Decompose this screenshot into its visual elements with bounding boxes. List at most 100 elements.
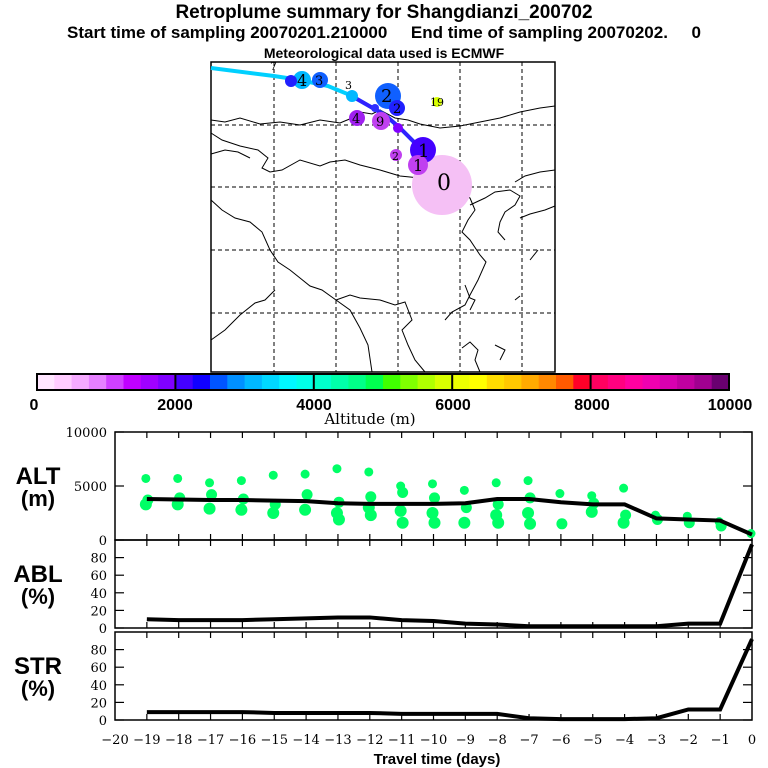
alt-point <box>522 507 535 519</box>
y-tick-label: 0 <box>99 534 107 549</box>
x-tick-label: −15 <box>261 733 288 748</box>
alt-point <box>235 503 248 516</box>
y-tick-label: 10000 <box>66 426 107 441</box>
time-series-panels: 0500010000ALT(m)020406080ABL(%)020406080… <box>13 426 756 748</box>
colorbar-swatch <box>54 374 73 390</box>
y-tick-label: 80 <box>90 552 107 567</box>
colorbar-frame <box>36 373 730 391</box>
x-axis-label: Travel time (days) <box>374 751 501 768</box>
panel-unit-label: (m) <box>21 486 55 511</box>
alt-point <box>617 516 630 529</box>
alt-point <box>141 473 151 483</box>
colorbar-tick: 4000 <box>296 397 332 414</box>
colorbar-swatch <box>331 374 349 390</box>
colorbar-swatch <box>383 374 401 390</box>
alt-point <box>365 491 377 503</box>
alt-point <box>299 503 312 516</box>
panel-label: ALT <box>16 463 61 490</box>
map-marker <box>372 112 390 130</box>
x-tick-label: −7 <box>519 733 538 748</box>
alt-point <box>268 470 278 480</box>
marker-label: 1 <box>413 156 423 175</box>
panel-label: STR <box>14 653 62 680</box>
colorbar-swatch <box>348 374 367 390</box>
panel-unit-label: (%) <box>21 676 55 701</box>
y-tick-label: 40 <box>90 587 107 602</box>
alt-point <box>173 473 183 483</box>
x-tick-label: −3 <box>647 733 666 748</box>
alt-point <box>459 485 469 495</box>
x-tick-label: −19 <box>133 733 160 748</box>
colorbar-swatch <box>434 374 453 390</box>
map-marker <box>412 155 472 215</box>
alt-point <box>300 469 310 479</box>
abl-line <box>146 543 754 629</box>
met-data-line: Meteorological data used is ECMWF <box>263 45 505 61</box>
x-tick-label: −13 <box>324 733 351 748</box>
alt-point <box>428 516 441 529</box>
map-marker <box>393 123 403 133</box>
colorbar-swatch <box>677 374 695 390</box>
colorbar-swatch <box>365 374 384 390</box>
panel-unit-label: (%) <box>21 584 55 609</box>
map-marker <box>285 75 297 87</box>
sampling-time-subtitle: Start time of sampling 20070201.210000 E… <box>66 23 701 42</box>
colorbar-tick: 6000 <box>435 397 471 414</box>
map-marker <box>349 110 365 126</box>
colorbar-swatch <box>296 374 315 390</box>
alt-point <box>203 502 216 515</box>
colorbar-swatch <box>469 374 488 390</box>
alt-point <box>426 507 439 519</box>
colorbar-label: Altitude (m) <box>323 410 415 428</box>
alt-point <box>205 478 215 488</box>
y-tick-label: 40 <box>90 679 107 694</box>
colorbar-swatch <box>192 374 211 390</box>
alt-point <box>492 516 505 529</box>
x-tick-label: −20 <box>101 733 128 748</box>
colorbar-swatch <box>538 374 557 390</box>
colorbar-swatch <box>71 374 90 390</box>
colorbar-swatch <box>279 374 298 390</box>
panel-label: ABL <box>13 561 62 588</box>
alt-point <box>206 489 218 501</box>
x-tick-label: 0 <box>748 733 756 748</box>
colorbar-swatch <box>556 374 574 390</box>
y-tick-label: 5000 <box>74 480 107 495</box>
alt-point <box>556 518 568 530</box>
colorbar-swatch <box>88 374 107 390</box>
marker-label: 4 <box>352 112 360 127</box>
marker-label: 19 <box>430 96 444 109</box>
map-marker <box>371 104 379 112</box>
alt-point <box>619 483 629 493</box>
y-tick-label: 60 <box>90 569 107 584</box>
marker-label: 0 <box>437 171 451 196</box>
colorbar-swatch <box>400 374 419 390</box>
colorbar-swatch <box>521 374 540 390</box>
colorbar-swatch <box>106 374 125 390</box>
colorbar-swatch <box>590 374 609 390</box>
alt-point <box>523 476 533 486</box>
colorbar-tick: 10000 <box>708 397 753 414</box>
colorbar-tick: 8000 <box>574 397 610 414</box>
panel-alt: 0 5000 10000 ALT(m) <box>16 426 756 549</box>
alt-point <box>301 489 313 501</box>
alt-point <box>429 492 440 504</box>
colorbar-swatch <box>452 374 471 390</box>
colorbar-swatch <box>573 374 592 390</box>
alt-point <box>428 479 437 489</box>
marker-label: 3 <box>345 79 352 92</box>
x-tick-label: −16 <box>229 733 256 748</box>
marker-label: 2 <box>392 150 399 163</box>
y-tick-label: 20 <box>90 604 107 619</box>
y-tick-label: 80 <box>90 644 107 659</box>
alt-point <box>139 498 152 511</box>
colorbar-swatch <box>659 374 678 390</box>
colorbar <box>36 373 730 391</box>
colorbar-swatch <box>607 374 626 390</box>
alt-point <box>394 504 407 517</box>
marker-label: 7 <box>270 60 277 73</box>
marker-label: 4 <box>297 71 307 90</box>
colorbar-swatch <box>210 374 228 390</box>
map-marker <box>312 72 328 88</box>
